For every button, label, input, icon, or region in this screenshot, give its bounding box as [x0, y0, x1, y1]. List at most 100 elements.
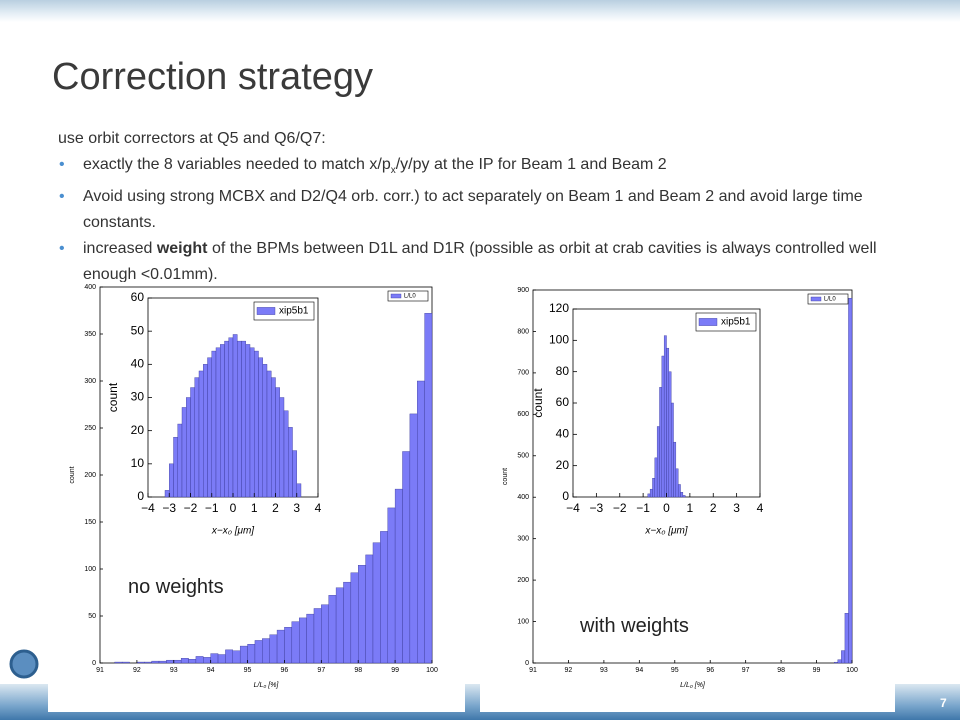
- y-tick-label: 40: [556, 427, 570, 441]
- x-tick-label: 92: [565, 667, 573, 674]
- histogram-bar: [173, 437, 178, 498]
- histogram-bar: [275, 387, 280, 498]
- y-tick-label: 20: [131, 423, 145, 437]
- x-tick-label: −2: [184, 501, 198, 515]
- x-tick-label: 91: [96, 667, 104, 674]
- y-tick-label: 200: [84, 472, 96, 479]
- legend-label: L/L0: [824, 297, 836, 303]
- histogram-bar: [844, 613, 849, 664]
- y-tick-label: 300: [84, 378, 96, 385]
- histogram-bar: [292, 450, 297, 498]
- legend-box: [807, 293, 849, 305]
- histogram-bar: [136, 661, 145, 664]
- histogram-bar: [232, 334, 238, 498]
- x-tick-label: 93: [170, 667, 178, 674]
- histogram-bar: [652, 478, 656, 498]
- histogram-bar: [195, 656, 204, 664]
- x-axis-label: L/L₀ [%]: [254, 682, 280, 689]
- bullet-text: Avoid using strong MCBX and D2/Q4 orb. c…: [83, 188, 863, 232]
- histogram-bar: [358, 565, 366, 664]
- y-tick-label: 20: [556, 458, 570, 472]
- histogram-bar: [649, 488, 653, 498]
- subscript: x: [390, 165, 396, 177]
- legend-swatch: [256, 307, 276, 315]
- x-tick-label: −1: [205, 501, 219, 515]
- x-tick-label: 98: [354, 667, 362, 674]
- bullet: exactly the 8 variables needed to match …: [59, 152, 888, 184]
- slide-title: Correction strategy: [52, 56, 374, 98]
- histogram-bar: [173, 659, 182, 664]
- histogram-bar: [211, 350, 217, 498]
- histogram-bar: [190, 387, 195, 498]
- histogram-bar: [220, 344, 225, 498]
- histogram-bar: [254, 350, 259, 498]
- y-tick-label: 0: [92, 660, 96, 667]
- bold-text: weight: [156, 240, 208, 258]
- bullet-text: of the BPMs between D1L and D1R (possibl…: [83, 240, 877, 284]
- x-tick-label: 94: [207, 667, 215, 674]
- histogram-bar: [321, 604, 329, 664]
- histogram-bar: [207, 357, 212, 498]
- histogram-bar: [682, 495, 686, 498]
- x-tick-label: −2: [613, 501, 627, 515]
- bullet-text: exactly the 8 variables needed to match …: [83, 156, 391, 173]
- y-tick-label: 700: [517, 370, 529, 377]
- histogram-bar: [181, 407, 187, 498]
- histogram-bar: [647, 493, 651, 498]
- legend-box: [695, 312, 757, 332]
- histogram-bar: [269, 634, 278, 664]
- histogram-bar: [210, 653, 219, 664]
- histogram-bar: [350, 572, 359, 664]
- histogram-bar: [144, 661, 152, 664]
- y-tick-label: 600: [517, 411, 529, 418]
- y-tick-label: 50: [88, 613, 96, 620]
- x-tick-label: 95: [244, 667, 252, 674]
- histogram-bar: [217, 654, 226, 664]
- y-tick-label: 900: [517, 287, 529, 294]
- histogram-bar: [228, 337, 234, 498]
- histogram-bar: [424, 313, 433, 664]
- histogram-bar: [180, 658, 189, 664]
- legend-box: [253, 301, 315, 321]
- x-tick-label: 100: [846, 667, 858, 674]
- histogram-bar: [343, 581, 352, 664]
- x-tick-label: 93: [600, 667, 608, 674]
- histogram-bar: [177, 423, 183, 498]
- y-tick-label: 400: [84, 284, 96, 291]
- legend-box: [387, 290, 429, 302]
- histogram-bar: [225, 649, 234, 664]
- histogram-bar: [673, 441, 677, 498]
- histogram-bar: [237, 340, 242, 498]
- histogram-bar: [194, 377, 200, 498]
- histogram-bar: [296, 483, 302, 498]
- bullet: Avoid using strong MCBX and D2/Q4 orb. c…: [59, 184, 888, 236]
- histogram-bar: [380, 531, 388, 664]
- histogram-bar: [409, 413, 418, 664]
- histogram-bar: [186, 397, 191, 498]
- x-axis-label: x−x₀ [μm]: [211, 526, 254, 537]
- histogram-bar: [271, 377, 276, 498]
- histogram-bar: [241, 340, 246, 498]
- y-axis-label: count: [502, 468, 509, 485]
- caption: no weights: [128, 576, 224, 598]
- x-tick-label: −4: [141, 501, 155, 515]
- histogram-bar: [328, 595, 337, 664]
- y-tick-label: 150: [84, 519, 96, 526]
- histogram-bar: [114, 661, 123, 664]
- x-tick-label: 0: [230, 501, 237, 515]
- histogram-bar: [245, 344, 251, 498]
- histogram-bar: [169, 463, 174, 498]
- legend-swatch: [390, 293, 402, 299]
- y-tick-label: 0: [525, 660, 529, 667]
- histogram-bar: [284, 627, 293, 664]
- x-tick-label: 4: [315, 501, 322, 515]
- histogram-bar: [198, 370, 204, 498]
- y-tick-label: 350: [84, 331, 96, 338]
- legend-swatch: [810, 296, 822, 302]
- histogram-bar: [262, 364, 268, 498]
- histogram-bar: [276, 629, 285, 664]
- legend-label: xip5b1: [721, 317, 751, 328]
- x-tick-label: 91: [529, 667, 537, 674]
- x-tick-label: 94: [635, 667, 643, 674]
- histogram-bar: [841, 650, 846, 664]
